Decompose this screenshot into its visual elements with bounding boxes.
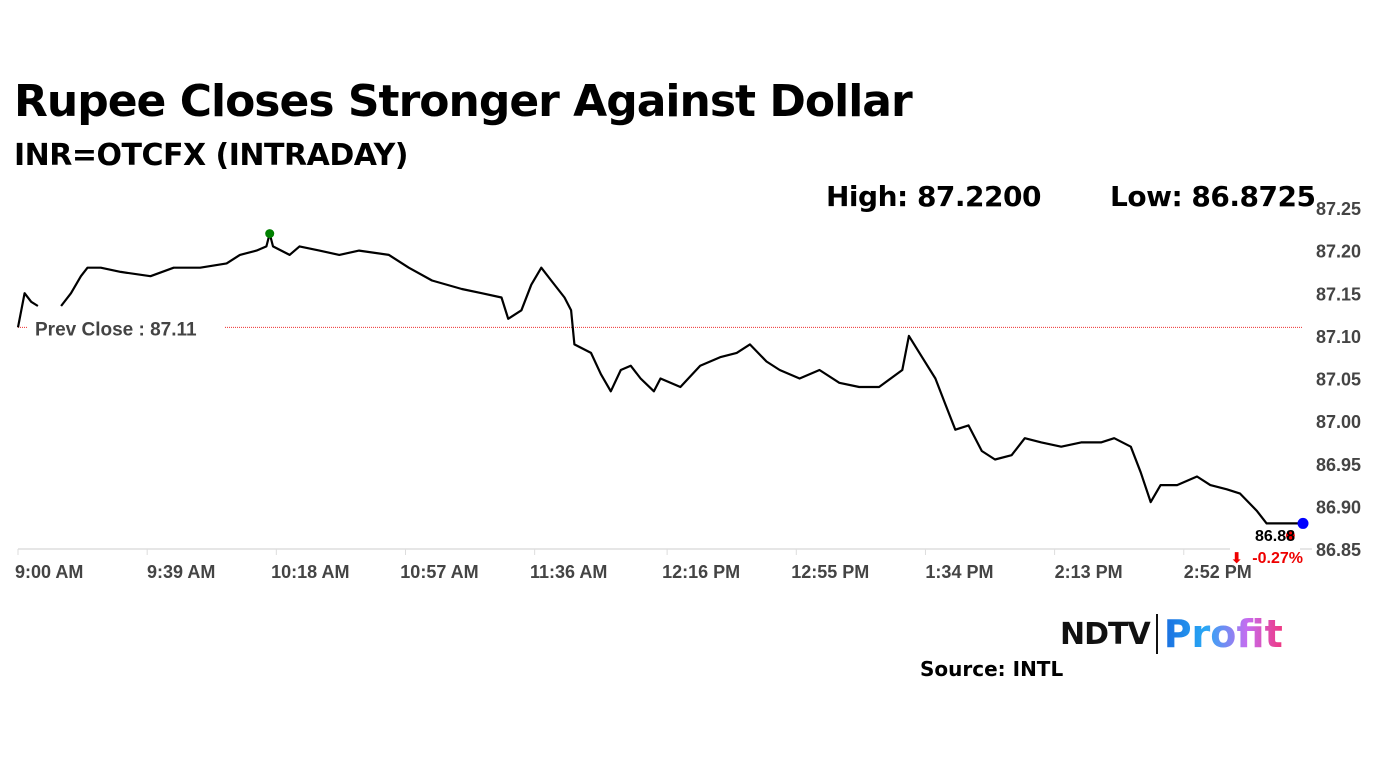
high-marker [265,229,275,239]
y-tick-label: 87.10 [1316,327,1361,347]
y-tick-label: 86.85 [1316,540,1361,560]
x-tick-label: 11:36 AM [530,562,607,582]
low-label: Low: 86.8725 [1110,180,1316,213]
last-value-label: 86.88 [1255,528,1295,545]
chart-subtitle: INR=OTCFX (INTRADAY) [14,138,409,173]
x-tick-label: 2:13 PM [1055,562,1123,582]
x-tick-label: 2:52 PM [1184,562,1252,582]
x-tick-label: 10:57 AM [400,562,478,582]
logo-divider [1155,614,1158,654]
prev-close-label: Prev Close : 87.11 [35,319,197,340]
logo-ndtv: NDTV [1060,616,1151,652]
price-line [16,292,39,328]
high-label: High: 87.2200 [826,180,1041,213]
y-tick-label: 86.90 [1316,497,1361,517]
y-tick-label: 87.15 [1316,284,1361,304]
y-tick-label: 87.00 [1316,412,1361,432]
x-tick-label: 1:34 PM [925,562,993,582]
x-tick-label: 10:18 AM [271,562,349,582]
x-tick-label: 12:16 PM [662,562,740,582]
change-label: -0.27% [1252,550,1303,567]
x-tick-label: 12:55 PM [791,562,869,582]
last-marker [1297,517,1309,529]
logo-profit: Profit [1163,612,1283,656]
y-tick-label: 87.20 [1316,242,1361,262]
price-line [60,232,1303,525]
close-marker [1285,530,1295,540]
down-arrow-icon: ⬇ [1230,549,1243,567]
ndtv-profit-logo: NDTV Profit [1060,612,1283,656]
source-label: Source: INTL [920,657,1064,681]
x-tick-label: 9:00 AM [15,562,83,582]
y-tick-label: 87.05 [1316,370,1361,390]
chart-title: Rupee Closes Stronger Against Dollar [14,76,913,127]
x-tick-label: 9:39 AM [147,562,215,582]
y-tick-label: 86.95 [1316,455,1361,475]
y-tick-label: 87.25 [1316,199,1361,219]
